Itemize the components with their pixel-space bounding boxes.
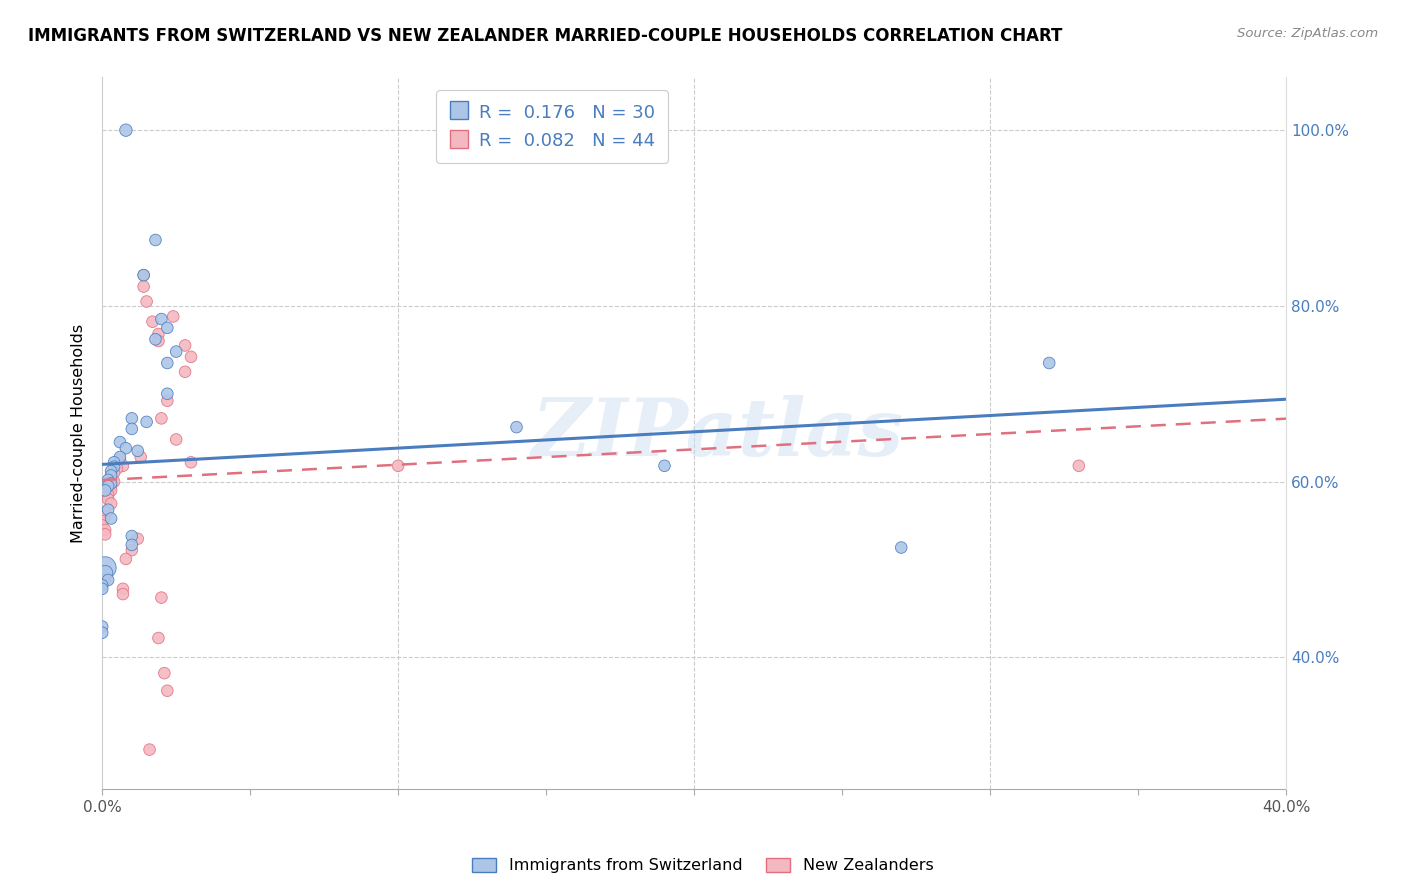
Point [108, 450, 131, 464]
Point [97, 488, 120, 502]
Point [387, 458, 409, 473]
Point [121, 411, 143, 425]
Point [156, 321, 179, 335]
Point [890, 541, 912, 555]
Point [148, 326, 170, 341]
Point [153, 666, 176, 681]
Point [148, 334, 170, 348]
Text: ZIPatlas: ZIPatlas [531, 394, 904, 472]
Point [100, 468, 122, 483]
Point [135, 294, 157, 309]
Point [97, 473, 120, 487]
Point [174, 365, 197, 379]
Point [94, 566, 117, 580]
Point [127, 443, 149, 458]
Point [94, 566, 117, 581]
Point [97, 573, 120, 587]
Point [180, 455, 202, 469]
Point [132, 279, 155, 293]
Y-axis label: Married-couple Households: Married-couple Households [72, 324, 86, 543]
Point [100, 479, 122, 493]
Point [156, 393, 179, 408]
Point [100, 483, 122, 498]
Legend: R =  0.176   N = 30, R =  0.082   N = 44: R = 0.176 N = 30, R = 0.082 N = 44 [436, 90, 668, 163]
Point [121, 538, 143, 552]
Point [108, 435, 131, 450]
Point [91, 619, 114, 633]
Point [94, 523, 117, 537]
Point [105, 461, 128, 475]
Point [97, 502, 120, 516]
Point [121, 529, 143, 543]
Point [148, 631, 170, 645]
Point [129, 450, 152, 464]
Point [103, 455, 125, 469]
Legend: Immigrants from Switzerland, New Zealanders: Immigrants from Switzerland, New Zealand… [465, 851, 941, 880]
Point [180, 350, 202, 364]
Point [97, 479, 120, 493]
Text: IMMIGRANTS FROM SWITZERLAND VS NEW ZEALANDER MARRIED-COUPLE HOUSEHOLDS CORRELATI: IMMIGRANTS FROM SWITZERLAND VS NEW ZEALA… [28, 27, 1063, 45]
Point [132, 268, 155, 282]
Point [100, 464, 122, 478]
Text: Source: ZipAtlas.com: Source: ZipAtlas.com [1237, 27, 1378, 40]
Point [91, 625, 114, 640]
Point [115, 123, 138, 137]
Point [138, 742, 160, 756]
Point [91, 582, 114, 596]
Point [94, 483, 117, 498]
Point [505, 420, 527, 434]
Point [115, 441, 138, 455]
Point [100, 497, 122, 511]
Point [156, 356, 179, 370]
Point [145, 233, 167, 247]
Point [100, 476, 122, 491]
Point [103, 466, 125, 480]
Point [103, 459, 125, 474]
Point [121, 422, 143, 436]
Point [654, 458, 676, 473]
Point [132, 268, 155, 282]
Point [94, 527, 117, 541]
Point [97, 492, 120, 507]
Point [150, 591, 173, 605]
Point [108, 452, 131, 467]
Point [165, 344, 187, 359]
Point [145, 332, 167, 346]
Point [174, 338, 197, 352]
Point [127, 532, 149, 546]
Point [94, 573, 117, 587]
Point [135, 415, 157, 429]
Point [94, 509, 117, 524]
Point [1038, 356, 1060, 370]
Point [111, 587, 134, 601]
Point [94, 560, 117, 574]
Point [162, 310, 184, 324]
Point [156, 683, 179, 698]
Point [100, 511, 122, 525]
Point [91, 518, 114, 533]
Point [100, 470, 122, 484]
Point [94, 505, 117, 519]
Point [150, 312, 173, 326]
Point [121, 543, 143, 558]
Point [165, 433, 187, 447]
Point [1067, 458, 1090, 473]
Point [91, 514, 114, 528]
Point [111, 458, 134, 473]
Point [141, 315, 163, 329]
Point [156, 386, 179, 401]
Point [103, 475, 125, 489]
Point [111, 582, 134, 596]
Point [150, 411, 173, 425]
Point [91, 578, 114, 592]
Point [115, 552, 138, 566]
